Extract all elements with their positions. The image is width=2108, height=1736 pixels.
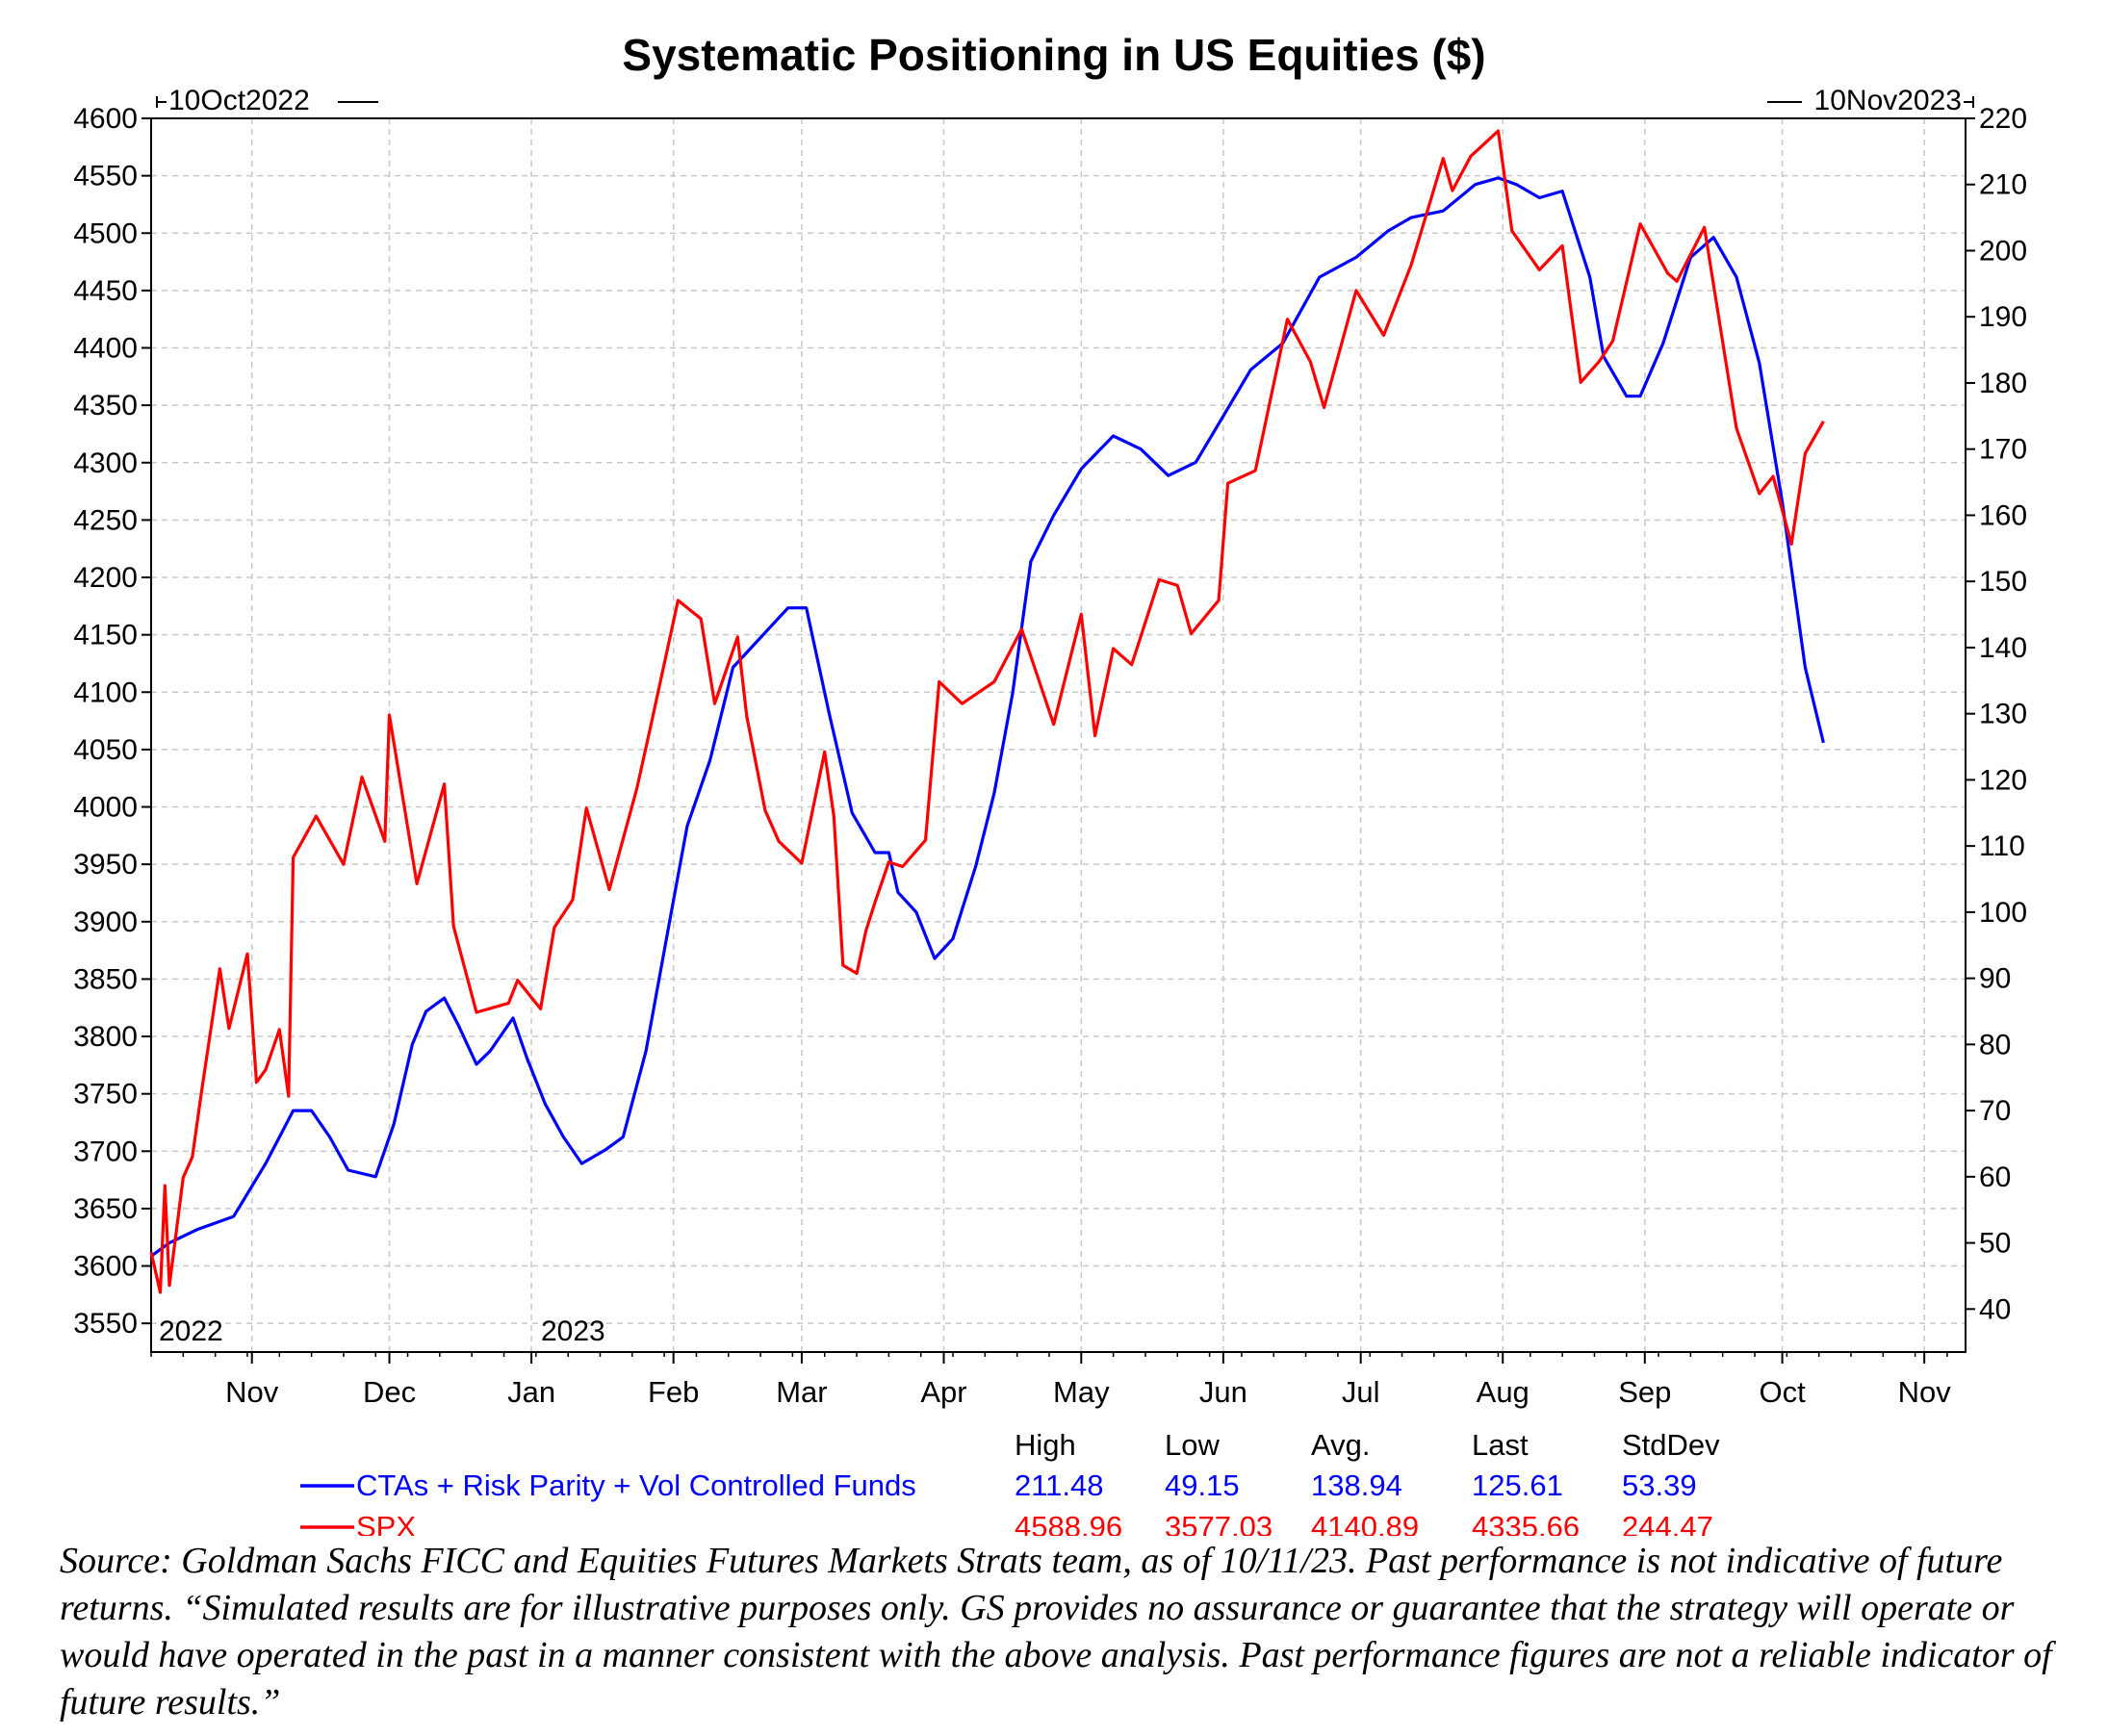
stats-value: 4588.96 <box>1015 1510 1122 1536</box>
x-axis-months: Nov Dec Jan Feb Mar Apr May Jun Jul Aug Sep Oct Nov <box>150 1352 1952 1409</box>
x-tick-label: May <box>1053 1375 1110 1409</box>
right-tick-label: 200 <box>1979 235 2027 267</box>
x-tick-label: Jul <box>1342 1375 1380 1409</box>
right-tick-label: 110 <box>1979 830 2025 862</box>
left-tick-label: 3750 <box>73 1079 138 1111</box>
left-tick-label: 4150 <box>73 620 138 651</box>
left-tick-label: 3600 <box>73 1251 138 1283</box>
year-label-2022: 2022 <box>159 1315 223 1347</box>
series-line-positioning <box>150 176 1825 1258</box>
right-tick-label: 90 <box>1979 963 2011 995</box>
stats-value: 211.48 <box>1015 1468 1104 1502</box>
right-tick-label: 100 <box>1979 897 2027 929</box>
chart: Systematic Positioning in US Equities ($… <box>73 30 2027 1536</box>
stats-value: 138.94 <box>1311 1468 1402 1502</box>
stats-value: 53.39 <box>1622 1468 1697 1502</box>
right-tick-label: 210 <box>1979 169 2027 201</box>
left-tick-label: 3800 <box>73 1021 138 1053</box>
end-date-label: 10Nov2023 <box>1814 85 1962 116</box>
x-tick-label: Apr <box>920 1375 966 1409</box>
left-tick-label: 3550 <box>73 1308 138 1340</box>
x-tick-label: Oct <box>1759 1375 1806 1409</box>
right-tick-label: 70 <box>1979 1095 2011 1127</box>
series-lines <box>149 129 1825 1294</box>
right-tick-label: 60 <box>1979 1162 2011 1193</box>
x-tick-label: Sep <box>1618 1375 1671 1409</box>
stats-value: 125.61 <box>1472 1468 1563 1502</box>
right-tick-label: 170 <box>1979 434 2027 466</box>
left-axis-spx: 3550 3600 3650 3700 3750 3800 3850 3900 3950 4000… <box>73 103 151 1340</box>
right-tick-label: 160 <box>1979 499 2027 531</box>
left-tick-label: 4050 <box>73 734 138 766</box>
left-tick-label: 4100 <box>73 677 138 708</box>
left-tick-label: 3850 <box>73 963 138 995</box>
right-tick-label: 140 <box>1979 632 2027 664</box>
start-date-label: 10Oct2022 <box>168 85 310 116</box>
left-tick-label: 4250 <box>73 504 138 536</box>
grid-lines <box>151 118 1966 1352</box>
stats-value: 4335.66 <box>1472 1510 1580 1536</box>
left-tick-label: 4200 <box>73 562 138 594</box>
x-tick-label: Aug <box>1477 1375 1530 1409</box>
legend-label: CTAs + Risk Parity + Vol Controlled Fund… <box>356 1468 916 1502</box>
left-tick-label: 4450 <box>73 275 138 307</box>
left-tick-label: 4000 <box>73 792 138 824</box>
right-axis-positioning: 40 50 60 70 80 90 100 110 120 130 140 150 160 170 180 1… <box>1966 103 2027 1325</box>
x-tick-label: Mar <box>776 1375 827 1409</box>
left-tick-label: 3950 <box>73 849 138 881</box>
left-tick-label: 4600 <box>73 103 138 135</box>
x-tick-label: Nov <box>1898 1375 1952 1409</box>
x-tick-label: Feb <box>648 1375 699 1409</box>
left-tick-label: 4400 <box>73 333 138 365</box>
left-tick-label: 3650 <box>73 1193 138 1225</box>
stats-header: StdDev <box>1622 1428 1720 1462</box>
legend-label: SPX <box>356 1510 416 1536</box>
left-tick-label: 4350 <box>73 390 138 421</box>
x-tick-label: Dec <box>363 1375 416 1409</box>
stats-value: 4140.89 <box>1311 1510 1419 1536</box>
end-date-marker: 10Nov2023 <box>1767 85 1974 116</box>
source-caption: Source: Goldman Sachs FICC and Equities … <box>60 1541 2052 1723</box>
right-tick-label: 190 <box>1979 301 2027 333</box>
legend: High Low Avg. Last StdDev CTAs + Risk Parity … <box>300 1428 1720 1536</box>
left-tick-label: 3900 <box>73 906 138 938</box>
left-tick-label: 3700 <box>73 1136 138 1167</box>
left-tick-label: 4300 <box>73 447 138 479</box>
right-tick-label: 80 <box>1979 1029 2011 1060</box>
right-tick-label: 150 <box>1979 566 2027 598</box>
plot-area-frame <box>150 117 1967 1353</box>
right-tick-label: 120 <box>1979 764 2027 796</box>
left-tick-label: 4550 <box>73 161 138 192</box>
chart-title: Systematic Positioning in US Equities ($… <box>622 30 1485 80</box>
x-tick-label: Nov <box>225 1375 279 1409</box>
left-tick-label: 4500 <box>73 217 138 249</box>
right-tick-label: 50 <box>1979 1228 2011 1260</box>
x-tick-label: Jun <box>1199 1375 1247 1409</box>
right-tick-label: 40 <box>1979 1293 2011 1325</box>
right-tick-label: 220 <box>1979 103 2027 135</box>
x-tick-label: Jan <box>507 1375 555 1409</box>
stats-header: High <box>1015 1428 1076 1462</box>
right-tick-label: 180 <box>1979 368 2027 399</box>
stats-header: Low <box>1165 1428 1220 1462</box>
stats-header: Last <box>1472 1428 1529 1462</box>
stats-value: 244.47 <box>1622 1510 1713 1536</box>
year-label-2023: 2023 <box>541 1315 605 1347</box>
stats-value: 49.15 <box>1165 1468 1240 1502</box>
stats-value: 3577.03 <box>1165 1510 1273 1536</box>
right-tick-label: 130 <box>1979 699 2027 730</box>
series-line-spx <box>149 129 1825 1294</box>
start-date-marker: 10Oct2022 <box>156 85 378 116</box>
stats-header: Avg. <box>1311 1428 1370 1462</box>
